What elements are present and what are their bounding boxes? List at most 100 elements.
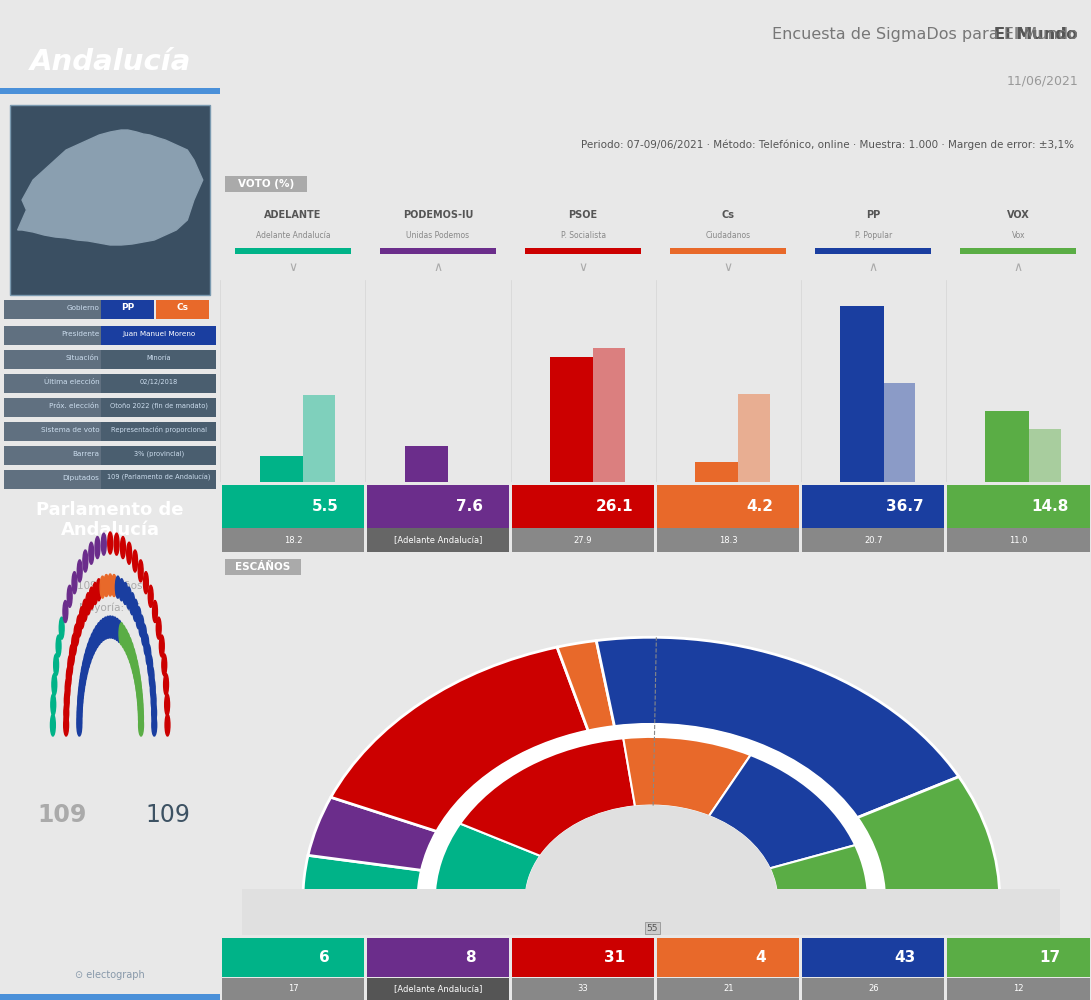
Text: Barrera: Barrera [72, 451, 99, 457]
Circle shape [123, 629, 128, 651]
Text: VOTO (%): VOTO (%) [238, 179, 293, 189]
FancyBboxPatch shape [235, 248, 351, 254]
Circle shape [121, 626, 125, 648]
Circle shape [129, 642, 133, 664]
FancyBboxPatch shape [802, 528, 945, 552]
Circle shape [59, 617, 64, 639]
Circle shape [115, 618, 120, 640]
FancyBboxPatch shape [657, 485, 800, 528]
Text: 3% (provincial): 3% (provincial) [133, 450, 183, 457]
Circle shape [81, 665, 86, 687]
Text: Presidente: Presidente [61, 331, 99, 337]
FancyBboxPatch shape [4, 398, 101, 417]
Text: ∧: ∧ [1014, 261, 1023, 274]
Text: Sistema de voto: Sistema de voto [40, 427, 99, 433]
Circle shape [89, 587, 94, 609]
FancyBboxPatch shape [101, 374, 216, 393]
Circle shape [64, 690, 69, 712]
FancyBboxPatch shape [4, 326, 101, 345]
Text: P. Socialista: P. Socialista [561, 231, 606, 240]
Text: Mayoría: 55: Mayoría: 55 [80, 603, 141, 613]
Text: 8: 8 [465, 950, 476, 965]
Wedge shape [858, 777, 999, 901]
Text: [Adelante Andalucía]: [Adelante Andalucía] [394, 984, 482, 993]
Circle shape [83, 550, 87, 572]
Circle shape [136, 607, 141, 629]
Circle shape [79, 685, 83, 707]
FancyBboxPatch shape [4, 470, 101, 489]
Circle shape [137, 692, 143, 714]
Text: 17: 17 [1040, 950, 1060, 965]
Circle shape [72, 634, 76, 656]
FancyBboxPatch shape [221, 978, 364, 1000]
Bar [260, 456, 303, 482]
Circle shape [146, 644, 151, 666]
Text: 109: 109 [145, 803, 190, 827]
Circle shape [76, 615, 82, 637]
Circle shape [135, 671, 141, 693]
Circle shape [148, 585, 153, 607]
FancyBboxPatch shape [4, 422, 101, 441]
Bar [739, 394, 770, 482]
Text: 26.1: 26.1 [597, 499, 634, 514]
Circle shape [79, 678, 84, 700]
Wedge shape [460, 738, 635, 856]
Circle shape [152, 690, 156, 712]
Text: ∨: ∨ [578, 261, 588, 274]
FancyBboxPatch shape [670, 248, 787, 254]
Text: Juan Manuel Moreno: Juan Manuel Moreno [122, 331, 195, 337]
FancyBboxPatch shape [947, 938, 1090, 977]
FancyBboxPatch shape [512, 528, 655, 552]
Text: Periodo: 07-09/06/2021 · Método: Telefónico, online · Muestra: 1.000 · Margen de: Periodo: 07-09/06/2021 · Método: Telefón… [580, 140, 1074, 150]
Circle shape [63, 601, 68, 623]
Wedge shape [623, 737, 751, 816]
Wedge shape [597, 637, 959, 818]
Text: 20.7: 20.7 [864, 536, 883, 545]
Circle shape [104, 617, 108, 639]
Text: Diputados: Diputados [62, 475, 99, 481]
Circle shape [125, 633, 130, 655]
Text: Adelante Andalucía: Adelante Andalucía [255, 231, 331, 240]
Circle shape [70, 644, 74, 666]
Text: 02/12/2018: 02/12/2018 [140, 379, 178, 385]
Wedge shape [623, 737, 751, 816]
Bar [695, 462, 739, 482]
Text: ∧: ∧ [868, 261, 878, 274]
Circle shape [96, 579, 101, 601]
Circle shape [108, 532, 112, 554]
Text: 21: 21 [723, 984, 733, 993]
Text: 5.5: 5.5 [311, 499, 338, 514]
Text: Última elección: Última elección [44, 378, 99, 385]
Circle shape [82, 659, 87, 681]
Circle shape [80, 671, 85, 693]
FancyBboxPatch shape [242, 889, 1060, 935]
Circle shape [117, 620, 122, 642]
Circle shape [77, 560, 82, 582]
Text: 31: 31 [604, 950, 625, 965]
Circle shape [72, 572, 76, 594]
Circle shape [108, 616, 112, 638]
Text: 4: 4 [755, 950, 766, 965]
FancyBboxPatch shape [0, 88, 220, 94]
Circle shape [127, 587, 131, 609]
Wedge shape [769, 845, 868, 901]
Text: Vox: Vox [1011, 231, 1026, 240]
Text: 109 escaños: 109 escaños [77, 581, 143, 591]
Text: Gobierno: Gobierno [67, 305, 99, 311]
Text: P. Popular: P. Popular [854, 231, 892, 240]
Wedge shape [434, 824, 540, 901]
Circle shape [51, 694, 56, 716]
Circle shape [91, 633, 95, 655]
Circle shape [133, 550, 137, 572]
Text: PODEMOS-IU: PODEMOS-IU [403, 210, 473, 220]
Circle shape [127, 542, 132, 564]
Text: El Mundo: El Mundo [994, 27, 1078, 42]
FancyBboxPatch shape [815, 248, 932, 254]
Circle shape [95, 537, 100, 559]
Circle shape [134, 665, 140, 687]
FancyBboxPatch shape [225, 559, 301, 575]
FancyBboxPatch shape [101, 398, 216, 417]
Text: Encuesta de SigmaDos para El Mundo: Encuesta de SigmaDos para El Mundo [772, 27, 1078, 42]
FancyBboxPatch shape [367, 528, 509, 552]
FancyBboxPatch shape [657, 938, 800, 977]
